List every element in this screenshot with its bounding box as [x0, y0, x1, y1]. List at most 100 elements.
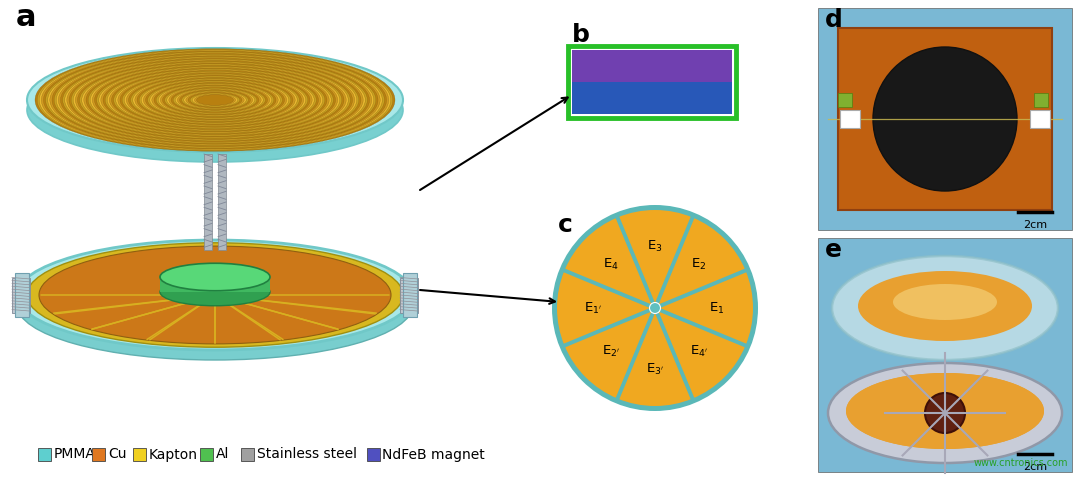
Text: Al: Al [216, 448, 229, 462]
Circle shape [924, 393, 966, 433]
Ellipse shape [154, 83, 276, 118]
Ellipse shape [146, 80, 284, 120]
Bar [38, 448, 51, 461]
Ellipse shape [184, 91, 246, 109]
Ellipse shape [160, 263, 270, 291]
Bar [400, 277, 418, 313]
Ellipse shape [160, 84, 270, 116]
Bar [1034, 93, 1048, 107]
Ellipse shape [122, 74, 308, 126]
Ellipse shape [113, 71, 316, 129]
Ellipse shape [120, 73, 310, 127]
Text: E$_2$: E$_2$ [691, 257, 706, 272]
Bar [890, 386, 1000, 438]
Circle shape [557, 210, 753, 406]
Ellipse shape [141, 79, 288, 121]
Bar [568, 46, 735, 118]
Text: Stainless steel: Stainless steel [257, 448, 357, 462]
Ellipse shape [43, 51, 387, 149]
Ellipse shape [186, 91, 244, 108]
Ellipse shape [111, 71, 319, 130]
Ellipse shape [124, 74, 306, 126]
Bar [204, 154, 212, 250]
Ellipse shape [171, 88, 259, 113]
Bar [838, 28, 1052, 210]
Bar [15, 273, 29, 317]
Bar [241, 448, 254, 461]
Ellipse shape [192, 93, 238, 106]
Ellipse shape [78, 61, 352, 139]
Text: E$_{4'}$: E$_{4'}$ [689, 344, 707, 359]
Bar [572, 82, 732, 114]
Ellipse shape [95, 66, 336, 135]
Ellipse shape [133, 76, 297, 123]
Ellipse shape [52, 54, 378, 147]
Bar [403, 273, 417, 317]
Ellipse shape [45, 52, 384, 148]
Bar [366, 448, 379, 461]
Ellipse shape [173, 88, 257, 112]
Ellipse shape [82, 62, 348, 138]
Bar [1030, 110, 1050, 128]
Ellipse shape [148, 81, 282, 119]
Ellipse shape [105, 69, 325, 131]
Ellipse shape [160, 278, 270, 306]
Text: PMMA: PMMA [54, 448, 96, 462]
Text: d: d [825, 8, 842, 32]
Bar [92, 448, 105, 461]
Text: NdFeB magnet: NdFeB magnet [382, 448, 485, 462]
Ellipse shape [893, 284, 997, 320]
Ellipse shape [181, 91, 248, 109]
Ellipse shape [39, 246, 391, 344]
Ellipse shape [131, 76, 299, 124]
Ellipse shape [63, 57, 367, 143]
Ellipse shape [86, 63, 345, 137]
Bar [838, 93, 852, 107]
Ellipse shape [194, 94, 235, 106]
Text: Kapton: Kapton [149, 448, 198, 462]
Text: E$_4$: E$_4$ [604, 257, 619, 272]
Ellipse shape [37, 49, 393, 151]
Ellipse shape [152, 82, 279, 118]
Ellipse shape [60, 56, 369, 144]
Ellipse shape [135, 77, 295, 123]
Ellipse shape [27, 243, 403, 347]
Ellipse shape [50, 53, 380, 147]
Ellipse shape [89, 64, 342, 136]
Bar [572, 50, 732, 82]
Text: b: b [572, 23, 590, 47]
Ellipse shape [93, 65, 338, 135]
Ellipse shape [828, 363, 1062, 463]
Ellipse shape [139, 78, 291, 121]
Text: 2cm: 2cm [1023, 462, 1048, 472]
Ellipse shape [73, 60, 356, 140]
Ellipse shape [41, 50, 389, 150]
Ellipse shape [190, 93, 240, 107]
Ellipse shape [17, 250, 413, 360]
Text: a: a [16, 3, 37, 32]
Circle shape [649, 302, 661, 314]
Text: E$_{1'}$: E$_{1'}$ [584, 301, 603, 316]
Ellipse shape [39, 50, 391, 150]
Bar [840, 110, 860, 128]
Ellipse shape [168, 87, 261, 113]
Text: Cu: Cu [108, 448, 126, 462]
Ellipse shape [177, 89, 253, 111]
Ellipse shape [98, 67, 332, 133]
Ellipse shape [27, 48, 403, 152]
Ellipse shape [27, 58, 403, 162]
Ellipse shape [76, 60, 354, 140]
Ellipse shape [54, 54, 376, 146]
Ellipse shape [67, 58, 363, 142]
Ellipse shape [71, 59, 359, 141]
Bar [200, 448, 213, 461]
Ellipse shape [144, 79, 286, 121]
Ellipse shape [846, 373, 1044, 449]
Ellipse shape [91, 64, 340, 136]
Ellipse shape [159, 84, 272, 116]
Bar [133, 448, 146, 461]
Ellipse shape [175, 89, 255, 111]
Ellipse shape [58, 55, 372, 145]
Ellipse shape [56, 55, 374, 145]
Text: E$_3$: E$_3$ [647, 239, 663, 254]
